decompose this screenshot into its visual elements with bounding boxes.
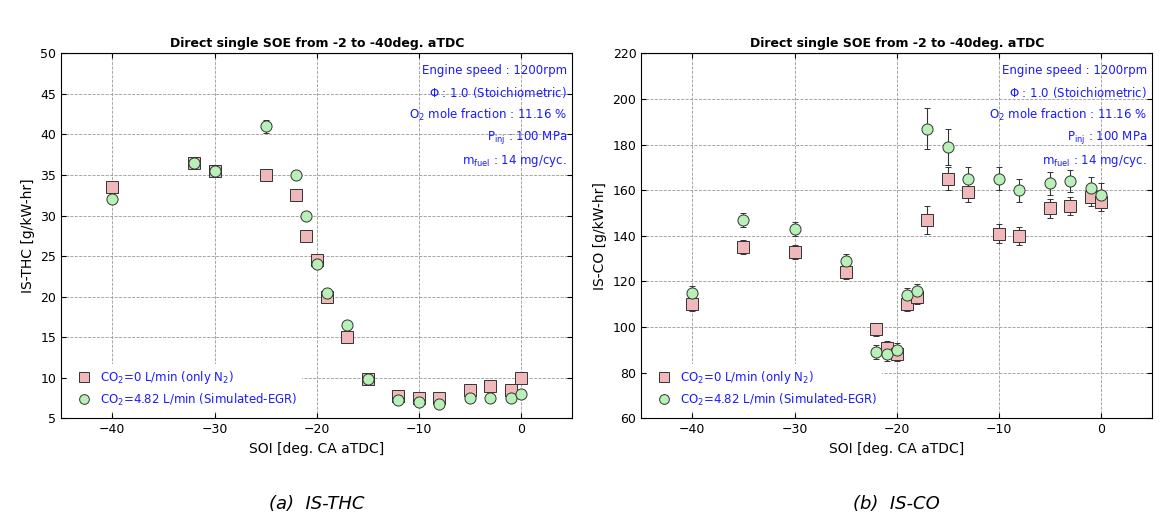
X-axis label: SOI [deg. CA aTDC]: SOI [deg. CA aTDC] [249,442,385,456]
Text: Engine speed : 1200rpm
$\Phi$ : 1.0 (Stoichiometric)
O$_2$ mole fraction : 11.16: Engine speed : 1200rpm $\Phi$ : 1.0 (Sto… [409,64,567,169]
Legend: CO$_2$=0 L/min (only N$_2$), CO$_2$=4.82 L/min (Simulated-EGR): CO$_2$=0 L/min (only N$_2$), CO$_2$=4.82… [647,364,882,412]
X-axis label: SOI [deg. CA aTDC]: SOI [deg. CA aTDC] [829,442,964,456]
Text: Direct single SOE from -2 to -40deg. aTDC: Direct single SOE from -2 to -40deg. aTD… [170,37,463,50]
Legend: CO$_2$=0 L/min (only N$_2$), CO$_2$=4.82 L/min (Simulated-EGR): CO$_2$=0 L/min (only N$_2$), CO$_2$=4.82… [67,364,303,412]
Text: Engine speed : 1200rpm
$\Phi$ : 1.0 (Stoichiometric)
O$_2$ mole fraction : 11.16: Engine speed : 1200rpm $\Phi$ : 1.0 (Sto… [989,64,1147,169]
Text: (a)  IS-THC: (a) IS-THC [269,495,365,513]
Y-axis label: IS-THC [g/kW-hr]: IS-THC [g/kW-hr] [21,179,35,293]
Text: Direct single SOE from -2 to -40deg. aTDC: Direct single SOE from -2 to -40deg. aTD… [750,37,1044,50]
Y-axis label: IS-CO [g/kW-hr]: IS-CO [g/kW-hr] [594,182,606,290]
Text: (b)  IS-CO: (b) IS-CO [853,495,940,513]
